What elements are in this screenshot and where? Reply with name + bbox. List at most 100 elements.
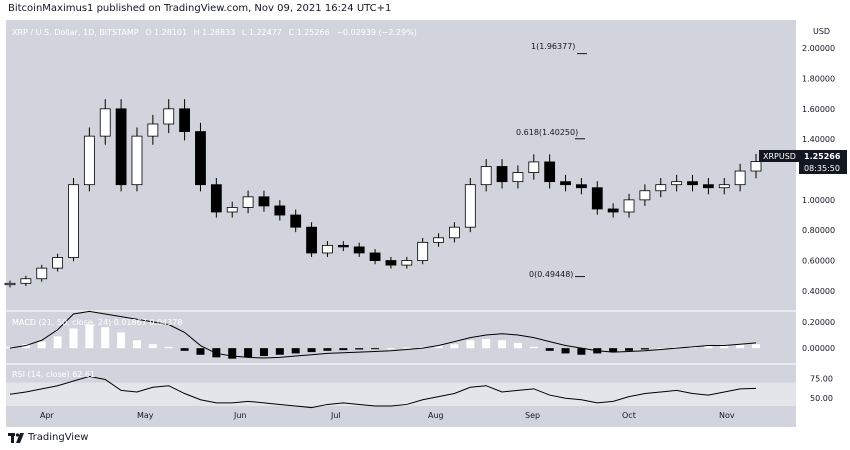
macd-histogram-bar xyxy=(513,342,522,349)
candle-body xyxy=(99,108,111,137)
macd-histogram-bar xyxy=(69,328,78,349)
candle-body xyxy=(147,123,159,137)
candle-body xyxy=(607,208,619,213)
price-axis[interactable] xyxy=(796,20,850,427)
macd-histogram-bar xyxy=(307,348,316,353)
macd-histogram-bar xyxy=(625,348,634,351)
macd-histogram-bar xyxy=(482,338,491,349)
macd-histogram-bar xyxy=(244,348,253,358)
tradingview-logo-icon xyxy=(8,432,24,443)
candle-body xyxy=(290,214,302,228)
macd-label: MACD (21, 50, close, 24) 0.01867 0.04378 xyxy=(12,318,183,327)
candle-body xyxy=(68,184,79,258)
ohlc-close: C 1.25266 xyxy=(288,28,330,37)
price-axis-tick: 0.60000 xyxy=(802,257,835,266)
publish-attribution: BitcoinMaximus1 published on TradingView… xyxy=(8,3,392,14)
price-axis-tick: 1.80000 xyxy=(802,74,835,83)
candle-body xyxy=(480,166,492,186)
candle-body xyxy=(322,244,333,254)
candle-body xyxy=(115,108,127,186)
macd-histogram-bar xyxy=(148,344,157,349)
price-axis-tick: 1.60000 xyxy=(802,105,835,114)
currency-label: USD xyxy=(813,27,831,36)
macd-histogram-bar xyxy=(117,332,126,349)
candle-body xyxy=(20,278,32,284)
candle-body xyxy=(385,260,397,266)
macd-histogram-bar xyxy=(180,348,189,351)
macd-histogram-bar xyxy=(355,348,364,350)
candle-body xyxy=(528,161,540,173)
candle-body xyxy=(687,181,698,186)
candle-body xyxy=(734,170,746,186)
candle-body xyxy=(353,246,365,254)
candle-body xyxy=(671,181,683,186)
countdown-value: 08:35:50 xyxy=(804,164,840,173)
candle-body xyxy=(274,205,286,216)
fib-level-0618: 0.618(1.40250) xyxy=(516,128,579,137)
time-axis-tick: Aug xyxy=(428,411,444,420)
macd-histogram-bar xyxy=(561,348,570,354)
macd-histogram-bar xyxy=(545,348,554,351)
candle-body xyxy=(179,108,190,132)
candle-body xyxy=(433,237,444,243)
macd-histogram-bar xyxy=(466,340,475,349)
macd-histogram-bar xyxy=(164,346,173,349)
candle-body xyxy=(306,226,317,254)
candle-body xyxy=(639,190,651,201)
price-tag-symbol: XRPUSD xyxy=(763,152,796,161)
macd-histogram-bar xyxy=(704,345,713,349)
candle-body xyxy=(36,267,48,280)
rsi-axis-tick: 75.00 xyxy=(810,375,833,384)
price-axis-tick: 1.00000 xyxy=(802,196,835,205)
candle-body xyxy=(417,241,429,261)
candle-body xyxy=(163,108,175,125)
macd-histogram-bar xyxy=(323,348,332,351)
macd-histogram-bar xyxy=(21,344,30,349)
macd-histogram-bar xyxy=(339,348,348,351)
price-axis-tick: 0.80000 xyxy=(802,226,835,235)
macd-histogram-bar xyxy=(434,345,443,349)
candle-body xyxy=(464,184,476,228)
price-axis-tick: 2.00000 xyxy=(802,44,835,53)
candle-body xyxy=(750,161,762,172)
candle-body xyxy=(623,199,635,213)
macd-histogram-bar xyxy=(386,348,395,350)
time-axis-tick: Oct xyxy=(622,411,636,420)
candle-body xyxy=(591,187,603,210)
time-axis-tick: Jul xyxy=(330,411,341,420)
macd-axis-tick: 0.20000 xyxy=(802,318,835,327)
macd-histogram-bar xyxy=(736,344,745,349)
symbol-header: XRP / U.S. Dollar, 1D, BITSTAMP O 1.2810… xyxy=(12,28,421,37)
ohlc-low: L 1.22477 xyxy=(241,28,282,37)
macd-histogram-bar xyxy=(371,348,380,350)
candle-body xyxy=(4,282,16,286)
ohlc-high: H 1.28833 xyxy=(193,28,236,37)
chart-area[interactable] xyxy=(6,20,796,427)
macd-histogram-bar xyxy=(6,346,14,349)
macd-histogram-bar xyxy=(212,348,221,358)
time-axis-tick: May xyxy=(137,411,154,420)
ohlc-open: O 1.28101 xyxy=(145,28,188,37)
rsi-label: RSI (14, close) 62.61 xyxy=(12,370,96,379)
rsi-line xyxy=(9,375,757,409)
macd-histogram-bar xyxy=(275,348,284,355)
footer-brand[interactable]: TradingView xyxy=(8,432,88,443)
macd-histogram-bar xyxy=(752,344,760,349)
candle-body xyxy=(258,196,270,207)
macd-line xyxy=(9,310,757,359)
macd-histogram-bar xyxy=(577,348,586,355)
macd-histogram-bar xyxy=(640,348,649,350)
candle-body xyxy=(83,135,95,186)
time-axis-tick: Sep xyxy=(525,411,540,420)
price-axis-tick: 0.40000 xyxy=(802,287,835,296)
footer-brand-label: TradingView xyxy=(28,432,89,443)
fib-level-1: 1(1.96377) xyxy=(531,42,576,51)
candle-body xyxy=(195,131,206,186)
macd-histogram-bar xyxy=(228,348,237,359)
rsi-axis-tick: 50.00 xyxy=(810,394,833,403)
candle-body xyxy=(210,184,222,213)
candle-body xyxy=(242,196,254,208)
candle-body xyxy=(52,257,64,269)
candle-body xyxy=(131,135,143,186)
